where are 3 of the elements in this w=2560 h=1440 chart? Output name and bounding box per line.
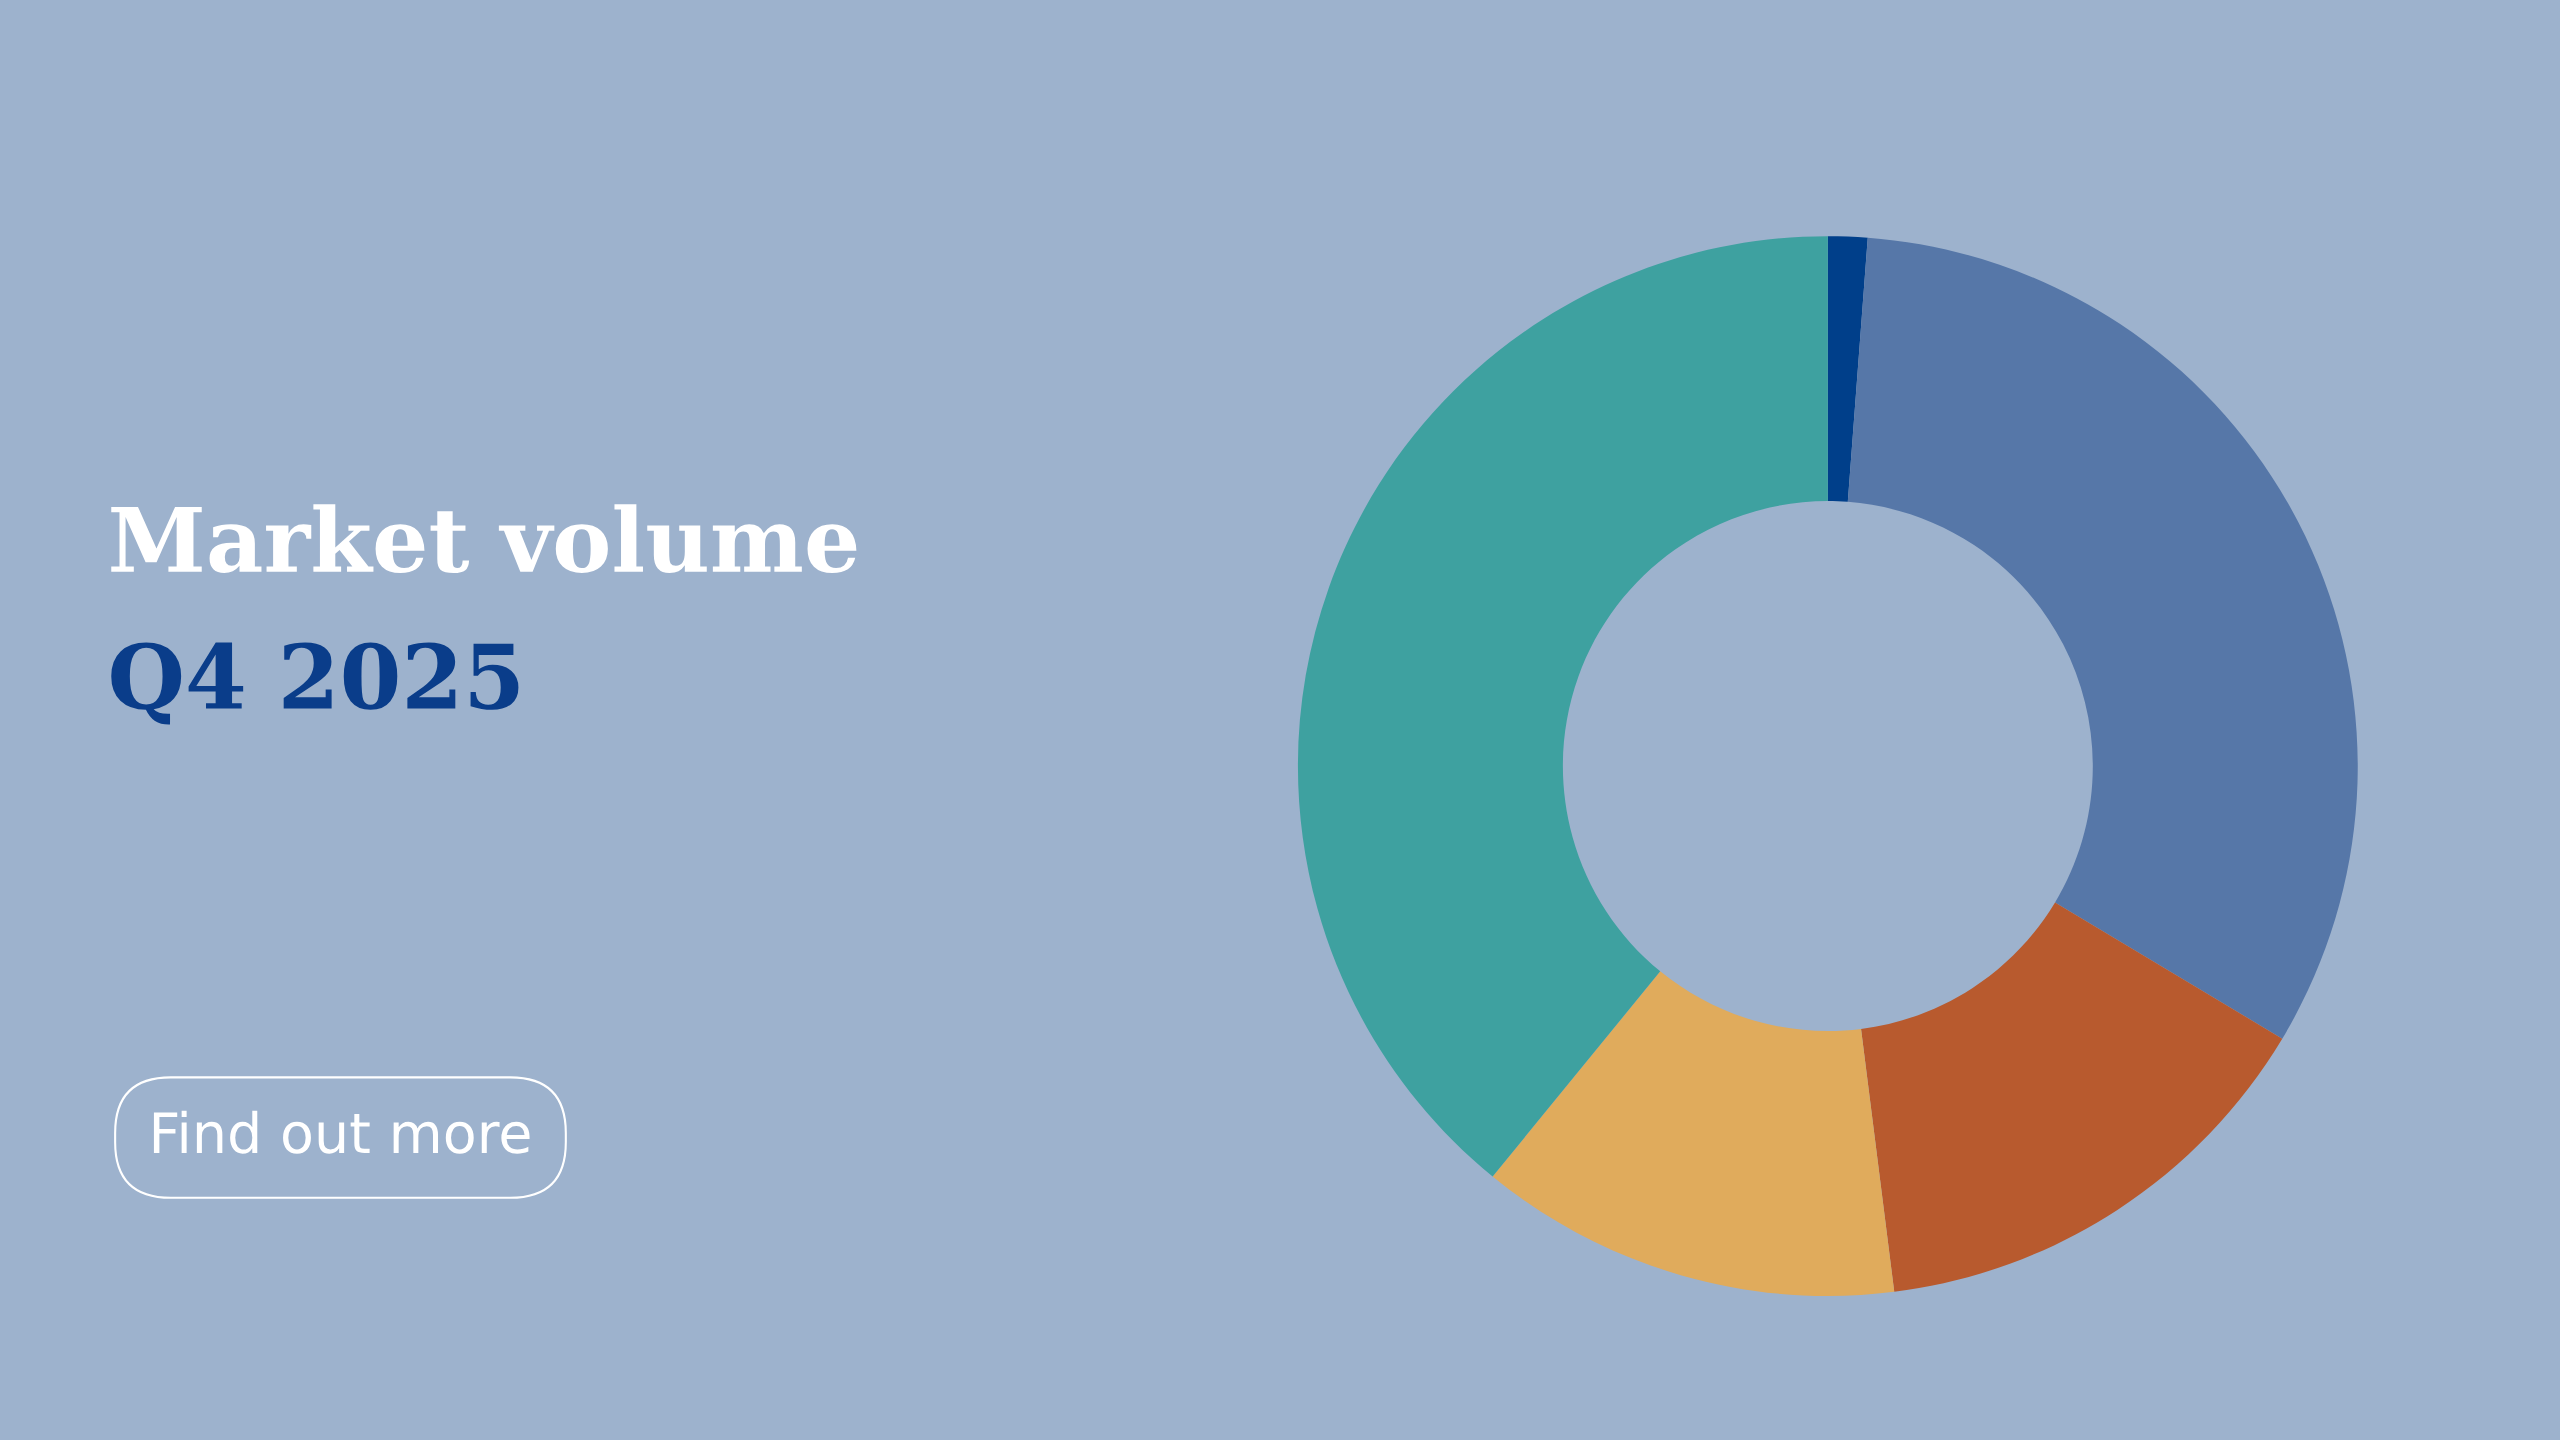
text: Market volume: [111, 504, 857, 573]
text: Q4 2025: [111, 642, 519, 725]
text: Find out more: [153, 1110, 530, 1154]
